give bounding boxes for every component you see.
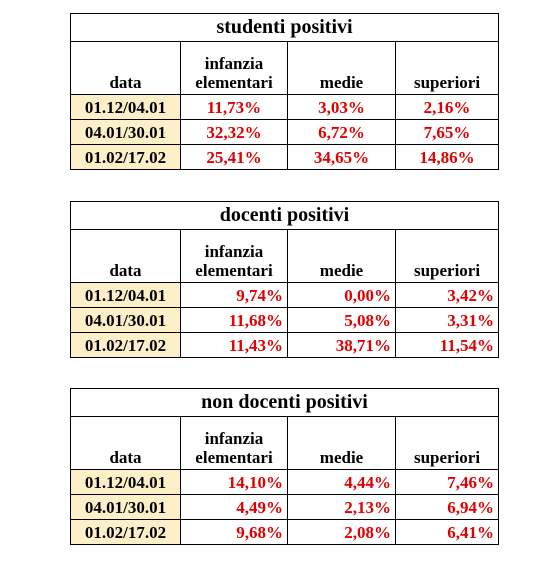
value-cell: 7,65% xyxy=(394,119,500,145)
column-header: medie xyxy=(287,41,396,95)
value-cell: 25,41% xyxy=(180,144,288,170)
table-title: docenti positivi xyxy=(69,201,500,230)
title-row: non docenti positivi xyxy=(69,388,500,417)
value-cell: 3,42% xyxy=(394,282,500,308)
data-row: 04.01/30.01 4,49% 2,13% 6,94% xyxy=(70,494,500,520)
value-cell: 9,68% xyxy=(180,519,288,545)
column-header-text: medie xyxy=(319,73,364,92)
column-header: superiori xyxy=(394,416,500,470)
table-body: non docenti positivi data infanzia element… xyxy=(69,388,500,545)
table-body: studenti positivi data infanzia elementari… xyxy=(69,13,500,170)
title-row: studenti positivi xyxy=(69,13,500,42)
column-header: superiori xyxy=(394,41,500,95)
column-header: data xyxy=(70,229,181,283)
data-row: 01.02/17.02 11,43% 38,71% 11,54% xyxy=(70,332,500,358)
value-cell: 38,71% xyxy=(287,332,396,358)
data-table: docenti positivi data infanzia elementari m… xyxy=(69,201,500,358)
value-cell: 11,43% xyxy=(180,332,288,358)
data-row: 04.01/30.01 32,32% 6,72% 7,65% xyxy=(70,119,500,145)
column-header-text: infanzia elementari xyxy=(195,429,273,467)
column-header-text: data xyxy=(109,73,142,92)
value-cell: 0,00% xyxy=(287,282,396,308)
value-cell: 5,08% xyxy=(287,307,396,333)
data-table: studenti positivi data infanzia elementari… xyxy=(69,13,500,170)
value-cell: 6,94% xyxy=(394,494,500,520)
value-cell: 14,86% xyxy=(394,144,500,170)
value-cell: 2,16% xyxy=(394,94,500,120)
column-header-text: superiori xyxy=(413,73,481,92)
table-title: non docenti positivi xyxy=(69,388,500,417)
value-cell: 34,65% xyxy=(287,144,396,170)
column-header: medie xyxy=(287,229,396,283)
value-cell: 11,54% xyxy=(394,332,500,358)
column-header-text: medie xyxy=(319,261,364,280)
column-header: medie xyxy=(287,416,396,470)
column-header: data xyxy=(70,416,181,470)
column-header: infanzia elementari xyxy=(180,229,288,283)
value-cell: 2,08% xyxy=(287,519,396,545)
value-cell: 4,44% xyxy=(287,469,396,495)
table-body: docenti positivi data infanzia elementari m… xyxy=(69,201,500,358)
column-header-text: superiori xyxy=(413,261,481,280)
header-row: data infanzia elementari medie superiori xyxy=(70,416,500,470)
data-row: 01.02/17.02 9,68% 2,08% 6,41% xyxy=(70,519,500,545)
value-cell: 6,41% xyxy=(394,519,500,545)
data-row: 01.12/04.01 11,73% 3,03% 2,16% xyxy=(70,94,500,120)
value-cell: 14,10% xyxy=(180,469,288,495)
value-cell: 4,49% xyxy=(180,494,288,520)
data-row: 01.02/17.02 25,41% 34,65% 14,86% xyxy=(70,144,500,170)
period-cell: 01.02/17.02 xyxy=(70,519,181,545)
data-row: 04.01/30.01 11,68% 5,08% 3,31% xyxy=(70,307,500,333)
period-cell: 01.02/17.02 xyxy=(70,332,181,358)
value-cell: 9,74% xyxy=(180,282,288,308)
column-header-text: medie xyxy=(319,448,364,467)
period-cell: 01.12/04.01 xyxy=(70,94,181,120)
value-cell: 3,31% xyxy=(394,307,500,333)
period-cell: 04.01/30.01 xyxy=(70,307,181,333)
period-cell: 04.01/30.01 xyxy=(70,494,181,520)
period-cell: 01.02/17.02 xyxy=(70,144,181,170)
table-title: studenti positivi xyxy=(69,13,500,42)
column-header-text: infanzia elementari xyxy=(195,242,273,280)
data-table: non docenti positivi data infanzia element… xyxy=(69,388,500,545)
header-row: data infanzia elementari medie superiori xyxy=(70,229,500,283)
column-header: infanzia elementari xyxy=(180,41,288,95)
column-header-text: superiori xyxy=(413,448,481,467)
column-header: data xyxy=(70,41,181,95)
column-header-text: data xyxy=(109,261,142,280)
column-header: infanzia elementari xyxy=(180,416,288,470)
title-row: docenti positivi xyxy=(69,201,500,230)
column-header: superiori xyxy=(394,229,500,283)
period-cell: 01.12/04.01 xyxy=(70,282,181,308)
column-header-text: data xyxy=(109,448,142,467)
value-cell: 11,68% xyxy=(180,307,288,333)
period-cell: 01.12/04.01 xyxy=(70,469,181,495)
value-cell: 2,13% xyxy=(287,494,396,520)
value-cell: 3,03% xyxy=(287,94,396,120)
value-cell: 32,32% xyxy=(180,119,288,145)
value-cell: 7,46% xyxy=(394,469,500,495)
value-cell: 11,73% xyxy=(180,94,288,120)
column-header-text: infanzia elementari xyxy=(195,54,273,92)
value-cell: 6,72% xyxy=(287,119,396,145)
period-cell: 04.01/30.01 xyxy=(70,119,181,145)
data-row: 01.12/04.01 14,10% 4,44% 7,46% xyxy=(70,469,500,495)
data-row: 01.12/04.01 9,74% 0,00% 3,42% xyxy=(70,282,500,308)
header-row: data infanzia elementari medie superiori xyxy=(70,41,500,95)
